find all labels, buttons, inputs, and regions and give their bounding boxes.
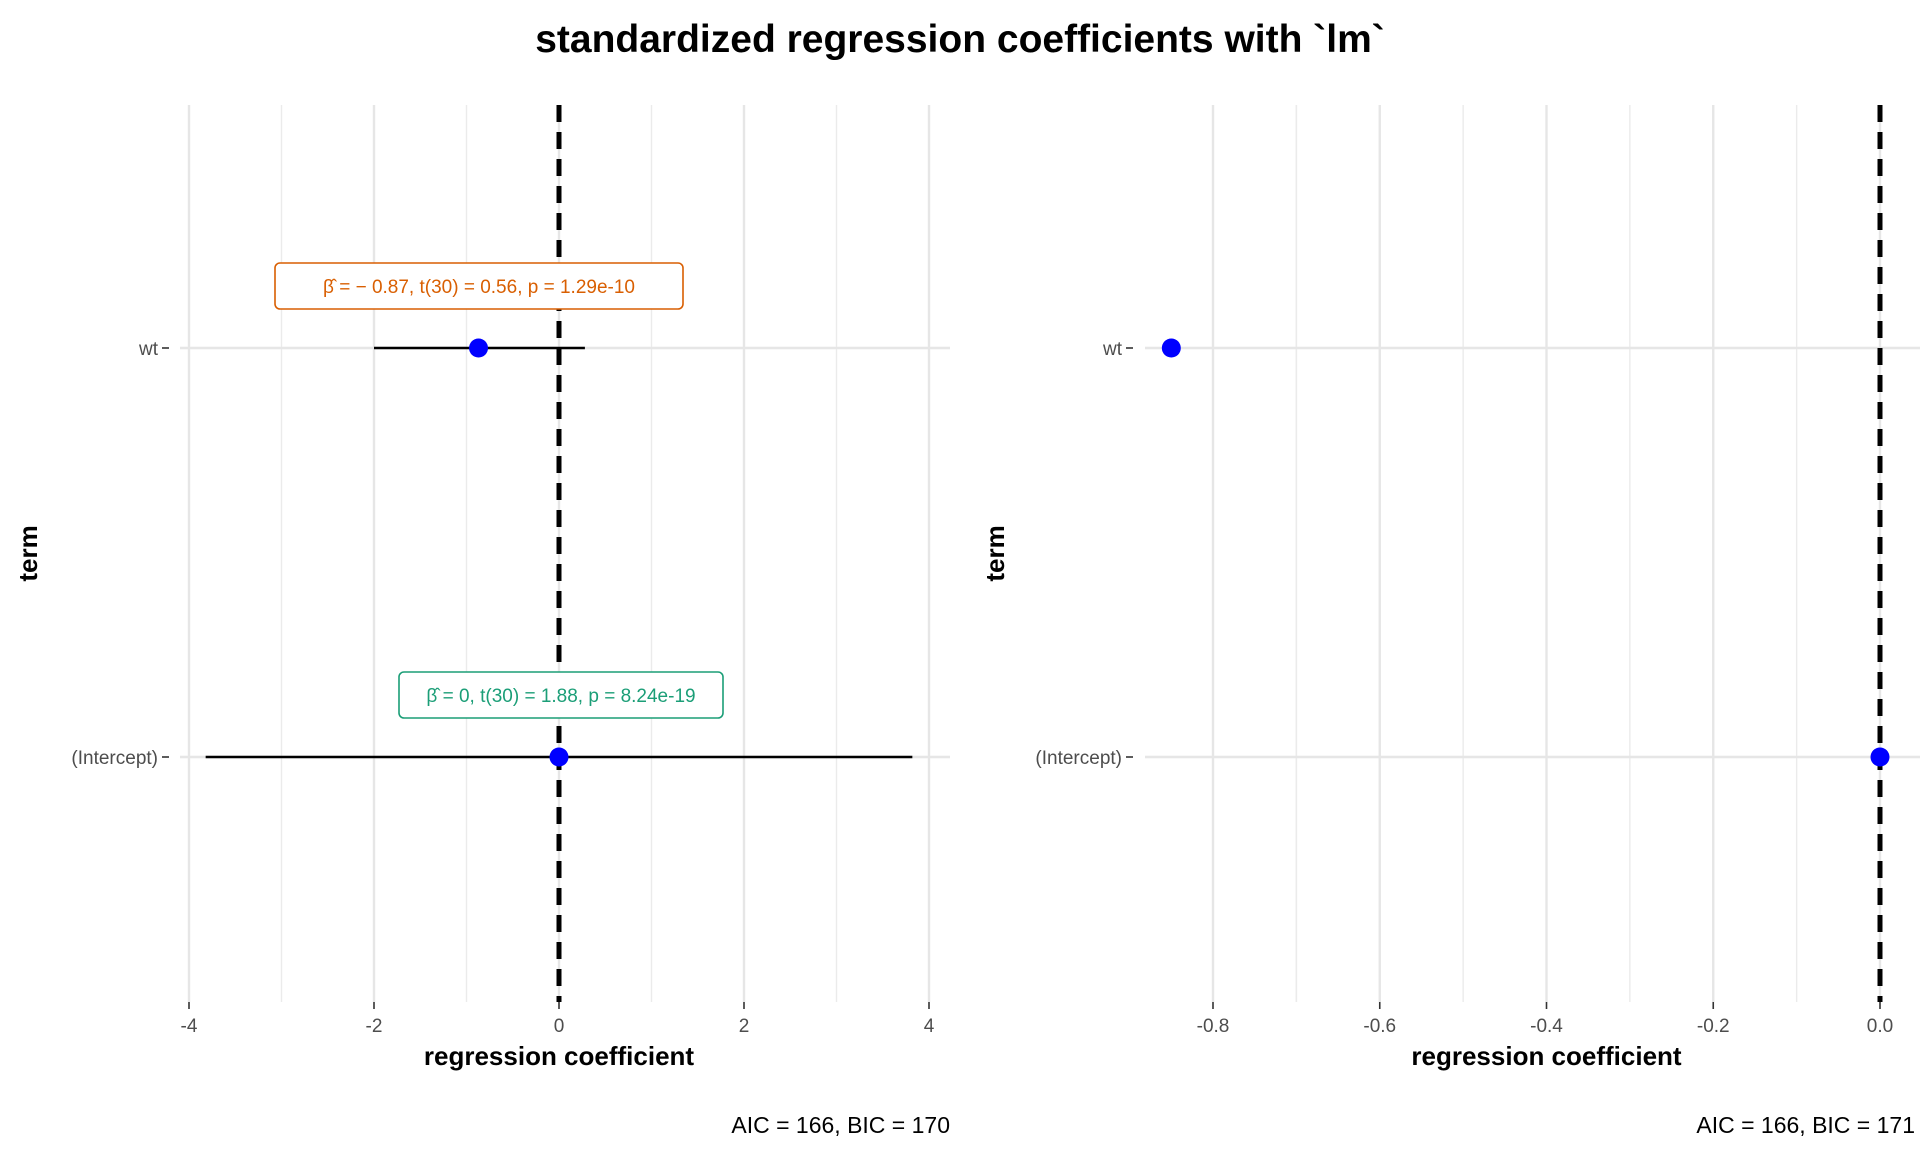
y-axis-title: term [13,525,43,581]
chart-title: standardized regression coefficients wit… [535,18,1385,61]
x-tick-label: 4 [924,1016,935,1037]
y-tick-label: (Intercept) [1035,748,1122,769]
x-tick-label: -0.2 [1697,1016,1730,1037]
y-tick-label: (Intercept) [71,748,158,769]
x-tick-label: 0.0 [1867,1016,1893,1037]
data-point [1161,338,1181,358]
caption: AIC = 166, BIC = 171 [1696,1112,1915,1138]
x-tick-label: 0 [554,1016,565,1037]
y-tick-label: wt [138,339,159,360]
x-tick-label: -0.8 [1197,1016,1230,1037]
x-tick-label: -0.4 [1530,1016,1563,1037]
data-point [469,338,489,358]
coefficient-label-box [398,671,724,719]
x-tick-label: -4 [181,1016,198,1037]
y-tick-label: wt [1102,339,1123,360]
y-axis-title: term [980,525,1010,581]
coefficient-label: β̂ = 0, t(30) = 1.88, p = 8.24e-19 [426,686,695,707]
caption: AIC = 166, BIC = 170 [731,1112,950,1138]
x-axis-title: regression coefficient [424,1041,695,1071]
x-tick-label: 2 [739,1016,750,1037]
x-tick-label: -2 [366,1016,383,1037]
data-point [549,747,569,767]
data-point [1870,747,1890,767]
coefficient-label-box [274,262,684,310]
x-axis-title: regression coefficient [1411,1041,1682,1071]
x-tick-label: -0.6 [1363,1016,1396,1037]
coefficient-label: β̂ = − 0.87, t(30) = 0.56, p = 1.29e-10 [323,277,635,298]
